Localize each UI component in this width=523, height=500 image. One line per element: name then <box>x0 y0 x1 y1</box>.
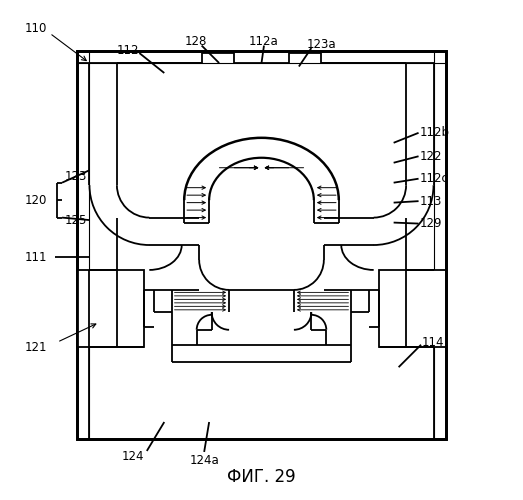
Text: 123: 123 <box>64 170 87 182</box>
Text: 113: 113 <box>420 194 442 207</box>
Bar <box>77 270 144 347</box>
Text: 111: 111 <box>25 251 47 264</box>
Text: 129: 129 <box>420 217 442 230</box>
Text: 110: 110 <box>25 22 47 35</box>
Text: 112: 112 <box>117 44 140 57</box>
Bar <box>379 270 446 347</box>
Text: 124: 124 <box>122 450 144 464</box>
Text: 120: 120 <box>25 194 47 206</box>
Text: 124a: 124a <box>189 454 219 467</box>
Text: 121: 121 <box>25 340 47 353</box>
Text: 122: 122 <box>420 150 442 163</box>
Bar <box>77 50 446 440</box>
Text: 125: 125 <box>64 214 87 226</box>
Text: 128: 128 <box>184 35 207 48</box>
Text: 123a: 123a <box>306 38 336 51</box>
Text: 112a: 112a <box>249 35 279 48</box>
Text: 112b: 112b <box>420 126 450 140</box>
Text: 112c: 112c <box>420 172 449 185</box>
Bar <box>77 50 446 440</box>
Text: ФИГ. 29: ФИГ. 29 <box>227 468 296 486</box>
Text: 114: 114 <box>422 336 445 348</box>
